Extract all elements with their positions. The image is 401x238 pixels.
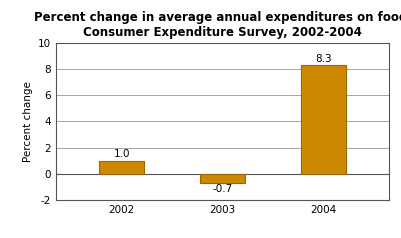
Text: 1.0: 1.0	[113, 149, 130, 159]
Text: 8.3: 8.3	[315, 54, 332, 64]
Bar	[200, 174, 245, 183]
Y-axis label: Percent change: Percent change	[22, 81, 32, 162]
Text: -0.7: -0.7	[213, 184, 233, 194]
Title: Percent change in average annual expenditures on food,
Consumer Expenditure Surv: Percent change in average annual expendi…	[34, 11, 401, 39]
Bar	[301, 65, 346, 174]
Bar	[99, 161, 144, 174]
